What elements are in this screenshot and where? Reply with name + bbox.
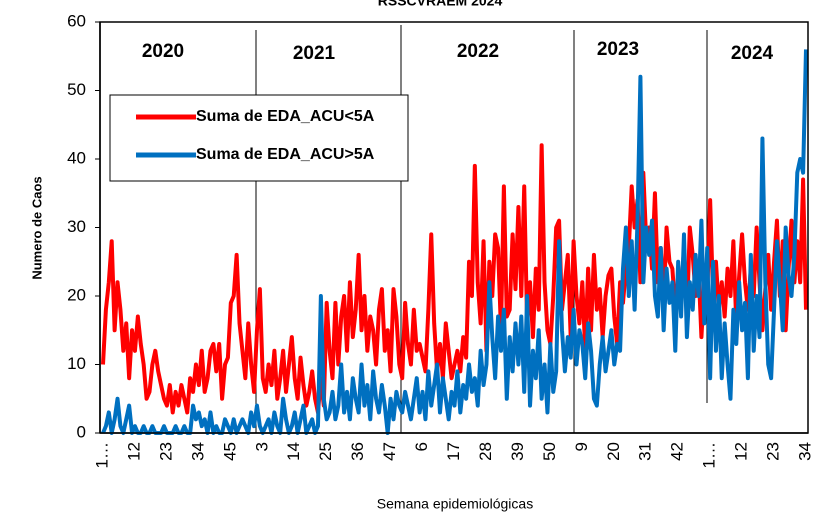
x-tick-label: 39 <box>508 442 527 461</box>
x-tick-label: 12 <box>124 442 143 461</box>
x-tick-label: 12 <box>732 442 751 461</box>
x-tick-label: 34 <box>795 442 814 461</box>
x-tick-label: 17 <box>444 442 463 461</box>
x-tick-label: 28 <box>476 442 495 461</box>
chart-title: RSSCVRAEM 2024 <box>378 0 503 9</box>
x-tick-label: 23 <box>764 442 783 461</box>
x-tick-label: 6 <box>412 442 431 451</box>
legend-label: Suma de EDA_ACU>5A <box>196 146 375 163</box>
x-tick-label: 14 <box>284 442 303 461</box>
x-tick-label: 3 <box>252 442 271 451</box>
series-line <box>101 143 808 415</box>
year-label: 2020 <box>142 41 184 62</box>
y-tick-label: 20 <box>67 285 86 304</box>
y-axis-label: Numero de Caos <box>29 176 44 279</box>
x-tick-label: 20 <box>604 442 623 461</box>
y-tick-label: 40 <box>67 148 86 167</box>
year-label: 2023 <box>597 39 639 60</box>
y-tick-label: 0 <box>77 422 86 441</box>
x-tick-label: 36 <box>348 442 367 461</box>
x-tick-label: 45 <box>220 442 239 461</box>
y-tick-label: 10 <box>67 354 86 373</box>
x-tick-label: 25 <box>316 442 335 461</box>
x-tick-label: 50 <box>540 442 559 461</box>
x-tick-label: 42 <box>668 442 687 461</box>
legend-box <box>109 94 409 182</box>
x-tick-label: 31 <box>636 442 655 461</box>
x-tick-label: 23 <box>156 442 175 461</box>
x-tick-label: 1… <box>92 442 111 468</box>
x-tick-label: 1… <box>700 442 719 468</box>
x-axis-label: Semana epidemiológicas <box>377 496 533 512</box>
year-label: 2022 <box>457 41 499 62</box>
x-tick-label: 9 <box>572 442 591 451</box>
x-tick-label: 34 <box>188 442 207 461</box>
plot-border <box>99 21 809 434</box>
year-label: 2024 <box>731 43 774 64</box>
legend-label: Suma de EDA_ACU<5A <box>196 108 375 125</box>
y-tick-label: 30 <box>67 217 86 236</box>
y-tick-label: 50 <box>67 80 86 99</box>
x-tick-label: 47 <box>380 442 399 461</box>
y-tick-label: 60 <box>67 11 86 30</box>
year-label: 2021 <box>293 43 336 64</box>
